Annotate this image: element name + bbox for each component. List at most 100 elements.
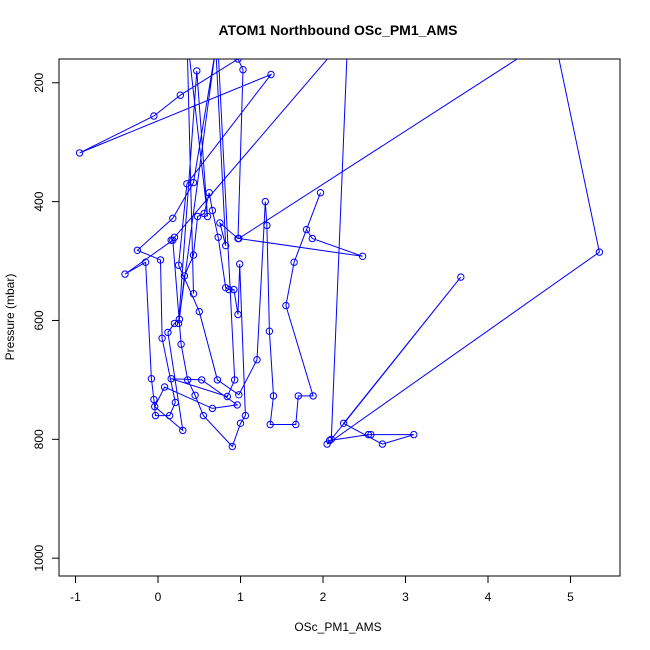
data-point [364, 430, 373, 439]
data-point [410, 430, 418, 439]
data-point [147, 375, 156, 383]
data-point [214, 233, 222, 242]
data-point [167, 375, 175, 383]
data-point [230, 285, 238, 294]
data-point [176, 91, 185, 99]
data-point [358, 252, 367, 260]
y-axis: 200 400 600 800 1000 [32, 72, 60, 572]
data-point [170, 319, 179, 328]
data-point [282, 301, 290, 310]
chart-title: ATOM1 Northbound OSc_PM1_AMS [218, 22, 457, 38]
data-point [325, 436, 334, 445]
data-point [292, 420, 300, 429]
data-point [164, 328, 172, 337]
data-point [316, 189, 325, 197]
x-tick-label: 5 [567, 590, 574, 604]
data-point [175, 315, 184, 323]
data-point [75, 149, 84, 157]
x-tick-label: 1 [237, 590, 244, 604]
data-point [177, 340, 185, 348]
data-point [213, 45, 219, 51]
x-tick-label: 0 [155, 590, 162, 604]
data-point [195, 307, 204, 316]
data-point [327, 435, 335, 443]
x-tick-label: 2 [320, 590, 327, 604]
data-point [198, 376, 206, 384]
data-point [236, 260, 244, 268]
data-point [213, 376, 222, 384]
data-point [151, 411, 160, 420]
data-point [225, 285, 233, 294]
data-point [133, 246, 142, 255]
data-point [150, 395, 158, 404]
data-point [290, 258, 298, 266]
data-point [261, 197, 269, 206]
data-point [160, 383, 169, 391]
data-point [189, 251, 198, 259]
data-point [595, 248, 604, 256]
data-point [189, 290, 198, 298]
data-point [179, 426, 187, 435]
data-point [253, 356, 261, 364]
data-point [174, 261, 183, 269]
data-point [267, 70, 275, 79]
x-tick-label: 4 [485, 590, 492, 604]
data-point [183, 180, 191, 188]
data-point [121, 270, 129, 278]
data-point [308, 234, 316, 243]
data-point [233, 401, 241, 409]
data-point [266, 420, 274, 429]
data-point [158, 334, 166, 342]
data-point [265, 327, 274, 335]
y-axis-label: Pressure (mbar) [3, 274, 17, 361]
data-point [551, 32, 557, 38]
data-point [339, 419, 348, 427]
data-point [191, 391, 199, 399]
data-point [378, 440, 387, 448]
y-tick-label: 600 [32, 310, 46, 330]
data-point [200, 209, 208, 218]
y-tick-label: 1000 [32, 545, 46, 572]
data-point [309, 392, 317, 400]
data-point [171, 398, 180, 407]
data-point [169, 214, 177, 223]
data-point [236, 419, 245, 427]
data-point [141, 258, 150, 266]
data-point [234, 59, 242, 63]
data-point [367, 430, 375, 439]
data-point [174, 319, 183, 328]
data-point [193, 212, 202, 221]
data-point [239, 66, 247, 74]
x-tick-label: 3 [402, 590, 409, 604]
data-point [231, 376, 239, 384]
x-axis-label: OSc_PM1_AMS [294, 620, 381, 634]
data-point [208, 404, 217, 413]
data-point [235, 234, 243, 243]
data-point [269, 392, 278, 400]
data-point [302, 225, 311, 234]
data-point [180, 272, 189, 280]
data-point [167, 236, 175, 244]
data-point [222, 241, 230, 250]
data-point [457, 273, 465, 281]
x-tick-label: -1 [70, 590, 81, 604]
data-point [193, 67, 201, 75]
data-point [208, 206, 217, 215]
data-point [235, 391, 243, 399]
data-point [165, 411, 174, 420]
data-point [199, 411, 208, 420]
data-point [223, 392, 232, 401]
y-tick-label: 800 [32, 429, 46, 449]
data-point [150, 112, 158, 120]
y-tick-label: 400 [32, 191, 46, 211]
data-point [205, 189, 213, 197]
x-axis: -1 0 1 2 3 4 5 [70, 575, 574, 604]
data-point [294, 392, 302, 400]
data-point [241, 411, 250, 420]
data-point [228, 442, 237, 451]
data-point [234, 310, 242, 319]
data-point [184, 31, 190, 37]
y-tick-label: 200 [32, 72, 46, 92]
data-point [184, 376, 192, 384]
